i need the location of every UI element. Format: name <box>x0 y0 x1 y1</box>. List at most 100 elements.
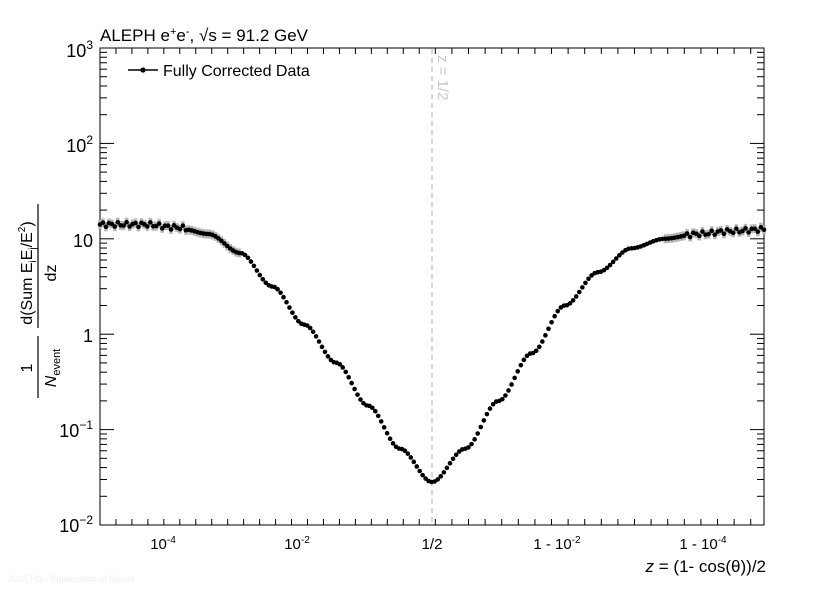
y-tick-1000: 103 <box>66 38 93 61</box>
data-point <box>222 241 227 246</box>
data-point <box>343 369 348 375</box>
data-point <box>260 276 266 282</box>
data-point <box>293 315 298 320</box>
data-point <box>352 386 357 392</box>
data-point <box>145 224 150 229</box>
data-point <box>490 401 496 407</box>
data-point <box>469 441 474 447</box>
data-point <box>251 263 257 269</box>
data-point <box>536 344 542 350</box>
data-point <box>278 290 283 296</box>
data-point <box>721 231 727 237</box>
data-point <box>402 448 408 454</box>
data-point <box>322 349 328 355</box>
x-tick-1e-2: 10-2 <box>284 535 310 553</box>
data-point <box>712 232 718 237</box>
data-point <box>478 424 484 430</box>
data-point <box>515 369 521 374</box>
data-points <box>97 219 767 485</box>
data-point <box>533 348 539 354</box>
x-tick-1e-4: 10-4 <box>150 535 176 553</box>
x-tick-labels: 10-4 10-2 1/2 1 - 10-2 1 - 10-4 <box>150 535 727 553</box>
data-point <box>375 413 381 419</box>
data-point <box>355 392 360 397</box>
data-point <box>441 470 447 475</box>
y-tick-100: 102 <box>66 133 93 156</box>
data-point <box>156 221 162 226</box>
data-point <box>390 441 396 446</box>
data-point <box>543 333 548 338</box>
data-point <box>718 228 724 233</box>
legend-label: Fully Corrected Data <box>163 63 310 80</box>
data-point <box>607 262 613 268</box>
data-point <box>133 220 138 226</box>
data-point <box>275 286 280 292</box>
data-point <box>319 344 325 350</box>
data-point <box>287 305 292 310</box>
data-point <box>340 365 346 370</box>
data-point <box>435 477 440 482</box>
data-point <box>148 220 153 225</box>
data-point <box>408 455 414 460</box>
data-point <box>180 223 186 228</box>
data-point <box>746 230 751 235</box>
data-point <box>475 431 481 436</box>
x-tick-half: 1/2 <box>422 536 443 553</box>
data-point <box>245 255 251 261</box>
y-tick-1: 1 <box>83 326 93 346</box>
data-point <box>112 224 118 229</box>
data-point <box>121 223 126 228</box>
data-point <box>743 226 748 231</box>
x-axis-label: z = (1- cos(θ))/2 <box>645 557 766 576</box>
data-point <box>730 230 736 236</box>
data-point <box>378 419 384 424</box>
data-point <box>752 226 758 231</box>
data-point <box>512 375 517 381</box>
data-point <box>124 219 129 225</box>
data-point <box>755 229 761 234</box>
data-point <box>570 298 576 303</box>
data-point <box>168 227 174 232</box>
data-point <box>580 285 585 290</box>
plot-frame <box>99 47 765 526</box>
data-point <box>307 325 313 331</box>
data-point <box>583 280 588 286</box>
data-point <box>687 234 693 240</box>
data-point <box>555 308 561 314</box>
data-point <box>254 268 260 273</box>
data-point <box>284 299 289 305</box>
legend-marker <box>140 67 146 73</box>
x-tick-1-1e-2: 1 - 10-2 <box>533 535 581 553</box>
data-point <box>740 228 745 234</box>
data-point <box>552 313 557 319</box>
data-point <box>684 231 690 236</box>
data-point <box>325 354 331 359</box>
data-point <box>290 310 295 316</box>
data-point <box>466 445 471 450</box>
data-point <box>242 252 248 258</box>
data-point <box>337 361 343 367</box>
y-tick-labels: 103 102 10 1 10−1 10−2 <box>59 38 93 536</box>
data-point <box>372 408 378 414</box>
data-point <box>546 326 551 332</box>
data-point <box>700 229 705 234</box>
title-experiment: ALEPH <box>100 26 156 45</box>
data-point <box>381 425 387 430</box>
data-point <box>576 289 582 295</box>
data-point <box>405 451 411 456</box>
data-point <box>438 474 444 479</box>
title-energy: √s = 91.2 GeV <box>199 26 309 45</box>
data-point <box>444 465 450 471</box>
data-point <box>450 456 456 462</box>
data-point <box>500 396 505 402</box>
data-point <box>586 276 591 282</box>
data-point <box>384 430 390 436</box>
y-label-nevent: Nevent <box>43 349 63 387</box>
data-point <box>109 221 115 227</box>
data-point <box>349 380 354 386</box>
data-point <box>420 472 425 478</box>
data-point <box>706 231 711 237</box>
data-point <box>411 459 417 465</box>
data-point <box>613 256 619 261</box>
data-point <box>447 460 453 466</box>
